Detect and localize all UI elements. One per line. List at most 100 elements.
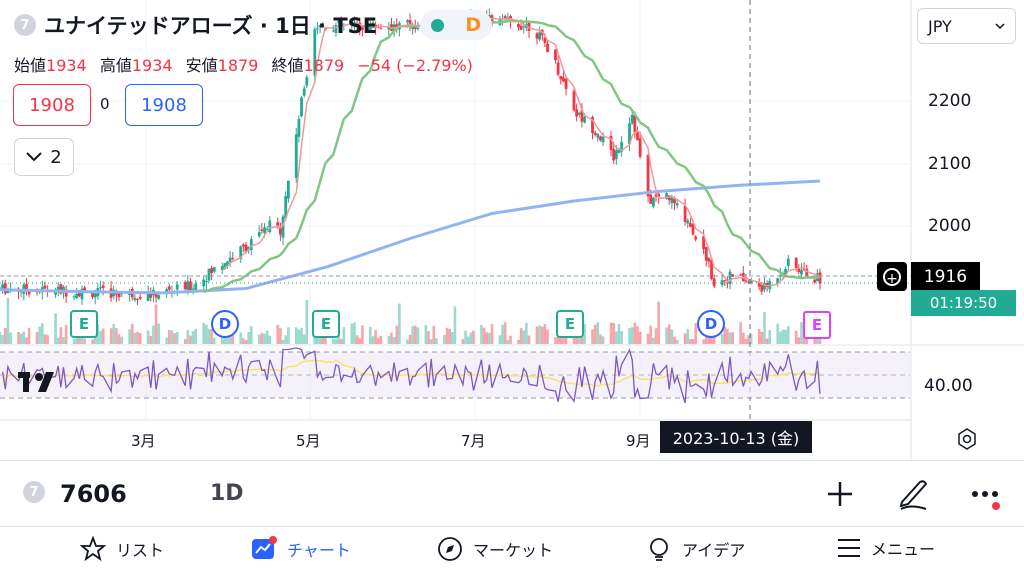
- volume-bar: [379, 335, 383, 344]
- volume-bar: [646, 333, 650, 344]
- candle-body: [749, 280, 753, 283]
- volume-bar: [744, 338, 748, 344]
- time-tick: 3月: [131, 432, 156, 450]
- symbol-code[interactable]: 7606: [60, 480, 127, 508]
- candle-body: [731, 274, 735, 277]
- candle-body: [413, 26, 417, 29]
- volume-bar: [136, 331, 139, 344]
- market-status[interactable]: D: [420, 10, 492, 40]
- volume-bar: [186, 330, 190, 344]
- volume-bar: [117, 334, 121, 344]
- volume-bar: [152, 325, 155, 344]
- candle-body: [575, 109, 579, 117]
- candle-body: [739, 274, 743, 276]
- volume-bar: [350, 323, 354, 344]
- nav-menu[interactable]: メニュー: [837, 536, 935, 560]
- volume-bar: [649, 325, 653, 344]
- market-open-icon: [430, 18, 444, 32]
- candle-body: [503, 16, 507, 20]
- volume-bar: [321, 333, 325, 344]
- candle-body: [228, 257, 232, 262]
- earnings-event[interactable]: E: [70, 310, 98, 338]
- candle-body: [694, 236, 698, 240]
- candle-body: [744, 280, 748, 282]
- volume-bar: [726, 328, 729, 344]
- volume-bar: [554, 337, 557, 344]
- candle-body: [239, 246, 243, 260]
- candle-body: [747, 281, 750, 283]
- volume-bar: [38, 326, 41, 344]
- candle-body: [305, 77, 309, 86]
- volume-bar: [535, 326, 539, 344]
- volume-bar: [324, 335, 327, 344]
- price-chart[interactable]: [0, 0, 1024, 460]
- volume-bar: [620, 331, 623, 344]
- interval-button[interactable]: 1D: [210, 481, 244, 506]
- volume-bar: [361, 325, 364, 344]
- nav-label: チャート: [287, 541, 351, 560]
- volume-bar: [670, 329, 674, 344]
- candle-body: [760, 284, 764, 292]
- nav-chart[interactable]: チャート: [251, 536, 351, 562]
- volume-bar: [599, 334, 602, 344]
- upcoming-earnings-event[interactable]: E: [803, 311, 831, 339]
- volume-bar: [25, 337, 28, 344]
- volume-bar: [593, 324, 597, 344]
- currency-select[interactable]: JPY: [917, 8, 1016, 44]
- volume-bar: [265, 330, 269, 344]
- volume-bar: [408, 334, 412, 344]
- price-tick: 2000: [928, 216, 972, 236]
- volume-bar: [231, 328, 235, 344]
- candle-body: [281, 216, 285, 238]
- earnings-event[interactable]: E: [556, 310, 584, 338]
- volume-bar: [371, 336, 375, 344]
- candle-body: [220, 266, 224, 270]
- volume-bar: [540, 326, 544, 344]
- bottom-nav: [0, 526, 1024, 577]
- volume-bar: [157, 323, 161, 344]
- volume-bar: [284, 335, 287, 344]
- volume-bar: [686, 329, 690, 344]
- more-icon[interactable]: [970, 486, 1004, 516]
- volume-bar: [728, 332, 732, 344]
- candle-body: [675, 203, 679, 206]
- buy-button[interactable]: 1908: [125, 84, 203, 126]
- plus-icon[interactable]: [826, 480, 854, 512]
- drawing-pen-icon[interactable]: [896, 476, 930, 516]
- volume-bar: [175, 332, 179, 344]
- nav-markets[interactable]: マーケット: [437, 536, 553, 562]
- indicators-toggle-button[interactable]: 2: [14, 138, 74, 176]
- candle-body: [149, 292, 153, 298]
- dividend-event[interactable]: D: [211, 310, 239, 338]
- sell-button[interactable]: 1908: [13, 84, 91, 126]
- candle-body: [212, 267, 216, 272]
- add-alert-button[interactable]: +: [877, 262, 907, 291]
- volume-bar: [683, 333, 687, 344]
- volume-bar: [453, 306, 457, 344]
- volume-bar: [609, 322, 613, 344]
- volume-bar: [342, 327, 346, 344]
- volume-bar: [720, 333, 724, 344]
- candle-body: [707, 257, 711, 262]
- candle-body: [276, 222, 280, 226]
- chart-title[interactable]: 7 ユナイテッドアローズ · 1日 · TSE: [14, 10, 377, 40]
- volume-bar: [115, 328, 118, 344]
- volume-bar: [813, 337, 817, 344]
- candle-body: [636, 132, 639, 141]
- candle-body: [202, 279, 206, 287]
- volume-bar: [247, 332, 250, 344]
- chart-settings-icon[interactable]: [956, 428, 978, 454]
- nav-ideas[interactable]: アイデア: [646, 536, 745, 562]
- nav-watchlist[interactable]: リスト: [80, 536, 164, 562]
- volume-bar: [212, 337, 216, 344]
- candle-body: [268, 220, 272, 233]
- candle-body: [704, 247, 708, 261]
- dividend-event[interactable]: D: [697, 310, 725, 338]
- earnings-event[interactable]: E: [312, 310, 340, 338]
- candle-body: [175, 284, 179, 290]
- volume-bar: [91, 339, 94, 344]
- volume-bar: [749, 334, 753, 344]
- candle-body: [728, 271, 732, 285]
- candle-body: [670, 197, 674, 204]
- candle-body: [368, 25, 372, 31]
